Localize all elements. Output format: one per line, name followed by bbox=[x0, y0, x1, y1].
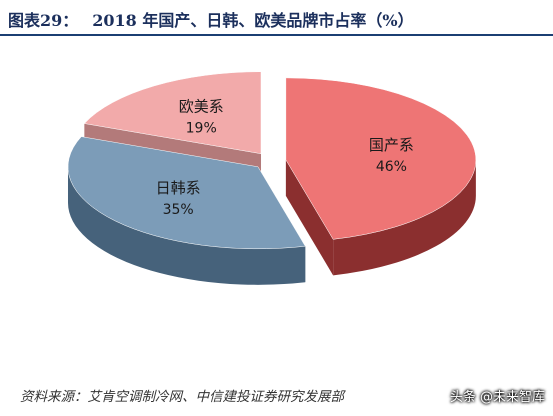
slice-top-欧美系 bbox=[83, 71, 262, 155]
slice-label: 日韩系 bbox=[156, 179, 201, 197]
source-note: 资料来源：艾肯空调制冷网、中信建投证券研究发展部 bbox=[20, 389, 344, 405]
figure-label: 图表29： bbox=[8, 11, 79, 30]
slice-top-日韩系 bbox=[67, 136, 306, 250]
pie-chart: 欧美系 19% 国产系 46% 日韩系 35% bbox=[67, 71, 477, 285]
pie-slice-2 bbox=[67, 136, 306, 285]
slice-value-label: 46% bbox=[376, 159, 407, 175]
slice-top-国产系 bbox=[285, 77, 477, 240]
chart-title: 2018 年国产、日韩、欧美品牌市占率（%） bbox=[92, 11, 414, 30]
slice-label: 国产系 bbox=[369, 136, 414, 154]
title-rule bbox=[0, 34, 553, 36]
slice-outer-wall bbox=[333, 159, 476, 276]
figure-title: 图表29： 2018 年国产、日韩、欧美品牌市占率（%） bbox=[8, 7, 414, 31]
slice-wall-end bbox=[285, 159, 334, 276]
figure-header: 图表29： 2018 年国产、日韩、欧美品牌市占率（%） bbox=[0, 0, 553, 36]
pie-slice-1 bbox=[285, 77, 477, 276]
slice-label: 欧美系 bbox=[179, 98, 224, 116]
slice-outer-wall bbox=[67, 166, 306, 285]
watermark: 头条 @未来智库 bbox=[449, 390, 545, 405]
slice-value-label: 35% bbox=[163, 202, 194, 218]
slice-value-label: 19% bbox=[186, 121, 217, 137]
